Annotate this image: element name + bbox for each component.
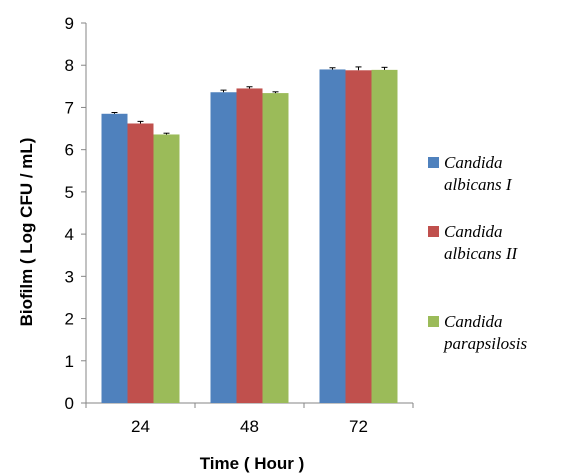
bar — [153, 134, 180, 403]
bar — [236, 88, 263, 403]
legend-label: Candida — [444, 222, 503, 241]
legend-label: albicans II — [444, 244, 519, 263]
plot-area: 0 1 2 3 4 5 6 7 8 9 24 48 72 — [65, 14, 414, 436]
x-axis-title: Time ( Hour ) — [200, 454, 305, 473]
legend-label: Candida — [444, 153, 503, 172]
bar — [345, 70, 372, 404]
bar — [262, 93, 289, 403]
y-tick-label: 4 — [65, 225, 74, 244]
y-tick-label: 9 — [65, 14, 74, 33]
bar — [101, 113, 128, 404]
bar — [127, 123, 154, 403]
bar — [319, 69, 346, 403]
y-tick-label: 7 — [65, 98, 74, 117]
y-tick-label: 0 — [65, 394, 74, 413]
y-tick-label: 1 — [65, 352, 74, 371]
legend-swatch — [428, 316, 439, 327]
x-tick-label: 48 — [240, 417, 259, 436]
legend-label: Candida — [444, 312, 503, 331]
y-tick-label: 2 — [65, 310, 74, 329]
y-tick-label: 3 — [65, 267, 74, 286]
x-tick-label: 24 — [131, 417, 150, 436]
legend: Candida albicans I Candida albicans II Candi… — [428, 153, 528, 353]
legend-swatch — [428, 157, 439, 168]
bar — [371, 69, 398, 403]
y-tick-label: 5 — [65, 183, 74, 202]
bar — [210, 92, 237, 403]
legend-swatch — [428, 226, 439, 237]
x-tick-label: 72 — [349, 417, 368, 436]
y-tick-label: 8 — [65, 56, 74, 75]
y-tick-label: 6 — [65, 141, 74, 160]
y-axis-title: Biofilm ( Log CFU / mL) — [17, 138, 36, 327]
legend-label: albicans I — [444, 175, 513, 194]
legend-label: parapsilosis — [443, 334, 528, 353]
